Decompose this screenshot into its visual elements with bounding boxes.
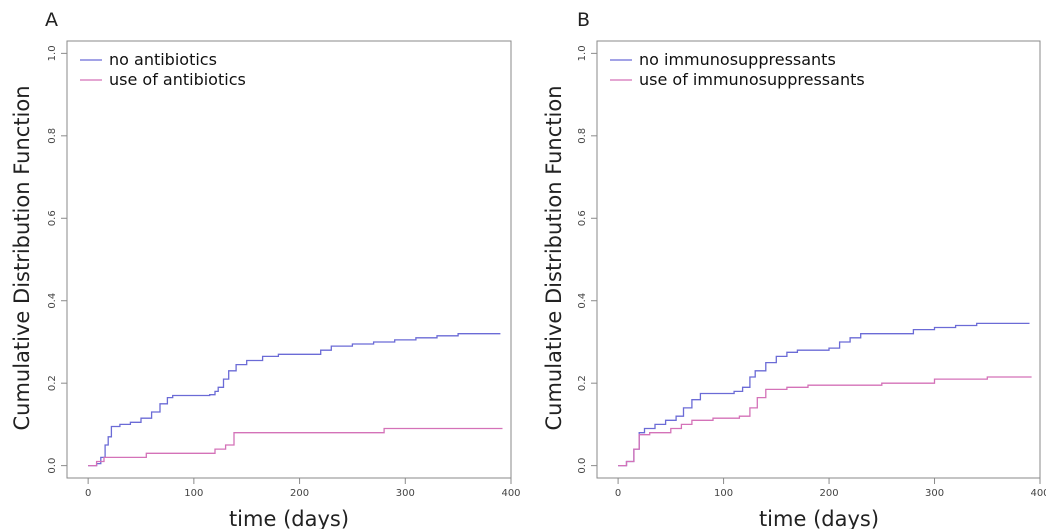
panel-a-legend-label: no antibiotics <box>109 50 217 69</box>
panel-a-x-tick-label: 100 <box>184 488 203 499</box>
panel-a-series-line-1 <box>88 333 501 467</box>
panel-b-series-line-2 <box>618 376 1032 467</box>
panel-a-x-tick-label: 200 <box>290 488 309 499</box>
panel-b-y-tick-label: 0.0 <box>577 458 588 474</box>
panel-b-x-tick-label: 200 <box>820 488 839 499</box>
panel-b-y-tick-label: 0.2 <box>577 375 588 391</box>
panel-b-x-axis-label: time (days) <box>759 507 879 529</box>
panel-a-x-tick-label: 0 <box>85 488 91 499</box>
panel-a-x-tick-label: 400 <box>501 488 520 499</box>
panel-a-y-tick-label: 0.8 <box>47 128 58 144</box>
panel-b-legend-label: use of immunosuppressants <box>639 70 865 89</box>
panel-b-plot-frame <box>596 40 1041 479</box>
panel-b-legend-label: no immunosuppressants <box>639 50 836 69</box>
panel-b-x-tick-label: 400 <box>1030 488 1046 499</box>
panel-b-y-axis-label: Cumulative Distribution Function <box>542 85 566 430</box>
panel-b: B Cumulative Distribution Function time … <box>542 9 1046 529</box>
panel-b-y-tick-label: 1.0 <box>577 45 588 61</box>
panel-a-y-tick-label: 1.0 <box>47 45 58 61</box>
panel-a-legend-label: use of antibiotics <box>109 70 246 89</box>
panel-b-label: B <box>577 9 590 31</box>
panel-b-series-line-1 <box>618 322 1030 467</box>
panel-a-series-line-2 <box>88 427 503 467</box>
panel-a-y-tick-label: 0.0 <box>47 458 58 474</box>
panel-a-plot-frame <box>66 40 512 479</box>
panel-a: A Cumulative Distribution Function time … <box>10 9 521 529</box>
panel-b-x-tick-label: 100 <box>714 488 733 499</box>
panel-a-series <box>88 333 503 467</box>
panel-a-x-tick-label: 300 <box>396 488 415 499</box>
panel-b-y-tick-label: 0.4 <box>577 293 588 309</box>
panel-b-ticks: 0 100 200 300 400 0.0 0.2 0.4 0.6 0.8 1.0 <box>577 45 1046 499</box>
panel-a-y-tick-label: 0.2 <box>47 375 58 391</box>
panel-a-x-axis-label: time (days) <box>229 507 349 529</box>
panel-b-y-tick-label: 0.6 <box>577 210 588 226</box>
panel-a-ticks: 0 100 200 300 400 0.0 0.2 0.4 0.6 0.8 1.0 <box>47 45 521 499</box>
panel-a-y-axis-label: Cumulative Distribution Function <box>10 85 34 430</box>
panel-a-y-tick-label: 0.4 <box>47 293 58 309</box>
panel-b-x-tick-label: 300 <box>925 488 944 499</box>
panel-b-y-tick-label: 0.8 <box>577 128 588 144</box>
panel-a-y-tick-label: 0.6 <box>47 210 58 226</box>
panel-b-x-tick-label: 0 <box>615 488 621 499</box>
panel-b-series <box>618 322 1032 467</box>
panel-a-label: A <box>45 9 58 31</box>
